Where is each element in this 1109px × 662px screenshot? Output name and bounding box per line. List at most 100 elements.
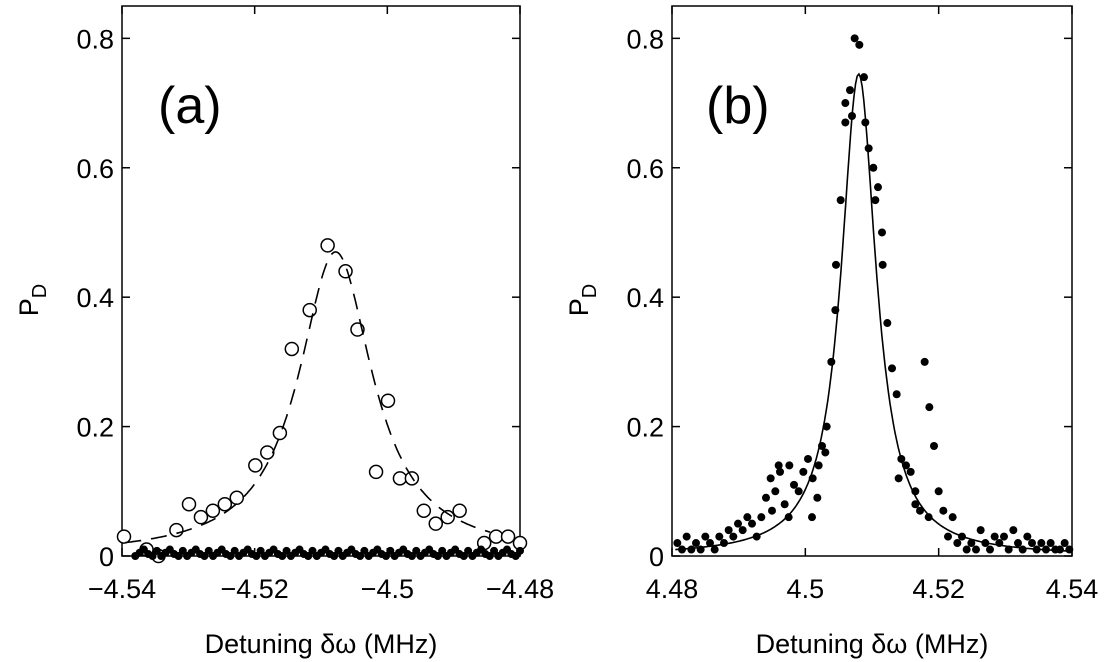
data-point xyxy=(874,183,882,192)
data-point xyxy=(440,509,455,525)
data-point xyxy=(248,458,263,473)
data-point xyxy=(892,390,901,399)
data-point xyxy=(706,539,714,548)
data-point xyxy=(794,487,803,496)
data-point xyxy=(821,448,830,457)
data-point xyxy=(785,461,794,470)
data-point xyxy=(320,238,335,253)
panel-a-y-axis-subscript: D xyxy=(29,284,51,298)
y-tick-label: 0.2 xyxy=(76,413,114,443)
data-point xyxy=(864,144,873,153)
x-tick-label: 4.52 xyxy=(912,574,965,604)
data-point xyxy=(934,487,943,496)
panel-a-label: (a) xyxy=(158,77,222,135)
data-point xyxy=(883,319,892,328)
data-point xyxy=(1018,545,1027,554)
data-point xyxy=(738,526,747,535)
data-point xyxy=(888,364,896,373)
data-point xyxy=(878,260,887,269)
data-point xyxy=(428,516,444,531)
data-point xyxy=(338,264,353,279)
data-point xyxy=(894,474,903,483)
data-point xyxy=(762,493,770,502)
x-tick-label: −4.54 xyxy=(88,574,156,604)
data-point xyxy=(1028,539,1036,548)
data-point xyxy=(260,445,275,460)
data-point xyxy=(790,480,798,489)
panel-b-frame xyxy=(671,5,1073,557)
panel-a-tick-labels: −4.54 −4.52 −4.5 −4.48 0 0.2 0.4 0.6 0.8 xyxy=(76,24,554,604)
y-tick-label: 0.4 xyxy=(76,283,114,313)
fit-curve xyxy=(125,251,491,544)
data-point xyxy=(1023,532,1032,541)
data-point xyxy=(701,532,710,541)
x-tick-label: 4.48 xyxy=(646,574,699,604)
data-point xyxy=(841,99,850,108)
data-point xyxy=(850,34,859,43)
data-point xyxy=(302,302,317,318)
data-point xyxy=(836,196,845,205)
data-point xyxy=(392,471,408,486)
data-point xyxy=(748,519,756,528)
data-point xyxy=(774,461,783,470)
fit-curve xyxy=(675,72,1069,552)
data-point xyxy=(692,539,700,548)
y-tick-label: 0 xyxy=(649,542,664,572)
data-point xyxy=(784,513,793,522)
data-point xyxy=(416,503,432,518)
data-point xyxy=(986,545,994,554)
data-point xyxy=(972,545,980,554)
data-point xyxy=(776,467,784,476)
data-point xyxy=(687,545,696,554)
data-point xyxy=(205,503,221,518)
data-point xyxy=(710,545,719,554)
data-point xyxy=(871,196,880,205)
panel-b-marks xyxy=(673,34,1074,554)
data-point xyxy=(724,526,733,535)
data-point xyxy=(846,86,854,95)
data-point xyxy=(1004,545,1013,554)
data-point xyxy=(734,519,742,528)
data-point xyxy=(229,490,245,506)
data-point xyxy=(869,163,878,172)
data-point xyxy=(766,474,775,483)
data-point xyxy=(916,506,924,515)
data-point xyxy=(804,454,812,463)
data-point xyxy=(930,442,938,450)
data-point xyxy=(953,539,962,548)
data-point xyxy=(1037,539,1046,548)
data-point xyxy=(814,461,823,470)
data-point xyxy=(925,403,934,412)
panel-b-ticks xyxy=(671,6,1073,557)
y-tick-label: 0 xyxy=(99,542,114,572)
data-point xyxy=(368,464,384,480)
panel-a: −4.54 −4.52 −4.5 −4.48 0 0.2 0.4 0.6 0.8 (a) Det… xyxy=(14,5,554,659)
data-point xyxy=(1000,532,1008,541)
data-point xyxy=(743,513,752,522)
panel-a-y-axis-main: P xyxy=(14,298,44,316)
data-point xyxy=(911,500,920,509)
panel-b-y-axis-title: PD xyxy=(564,284,601,316)
y-tick-label: 0.8 xyxy=(626,24,664,54)
panel-a-y-axis-label: PD xyxy=(14,284,51,316)
y-tick-label: 0.8 xyxy=(76,24,114,54)
data-point xyxy=(780,500,789,509)
y-tick-label: 0.6 xyxy=(76,154,114,184)
data-point xyxy=(715,532,724,541)
data-point xyxy=(855,40,864,49)
data-point xyxy=(799,467,808,476)
y-tick-label: 0.4 xyxy=(626,283,664,313)
data-point xyxy=(813,493,822,502)
panel-b-y-axis-subscript: D xyxy=(579,284,601,298)
panel-b-y-axis-main: P xyxy=(564,298,594,316)
data-point xyxy=(808,513,816,522)
data-point xyxy=(729,532,738,541)
data-point xyxy=(832,260,840,269)
data-point xyxy=(827,357,836,366)
panel-b-y-axis-label: PD xyxy=(564,284,601,316)
data-point xyxy=(116,529,132,544)
data-point xyxy=(976,526,985,535)
x-tick-label: −4.5 xyxy=(361,574,414,604)
data-point xyxy=(967,539,976,548)
